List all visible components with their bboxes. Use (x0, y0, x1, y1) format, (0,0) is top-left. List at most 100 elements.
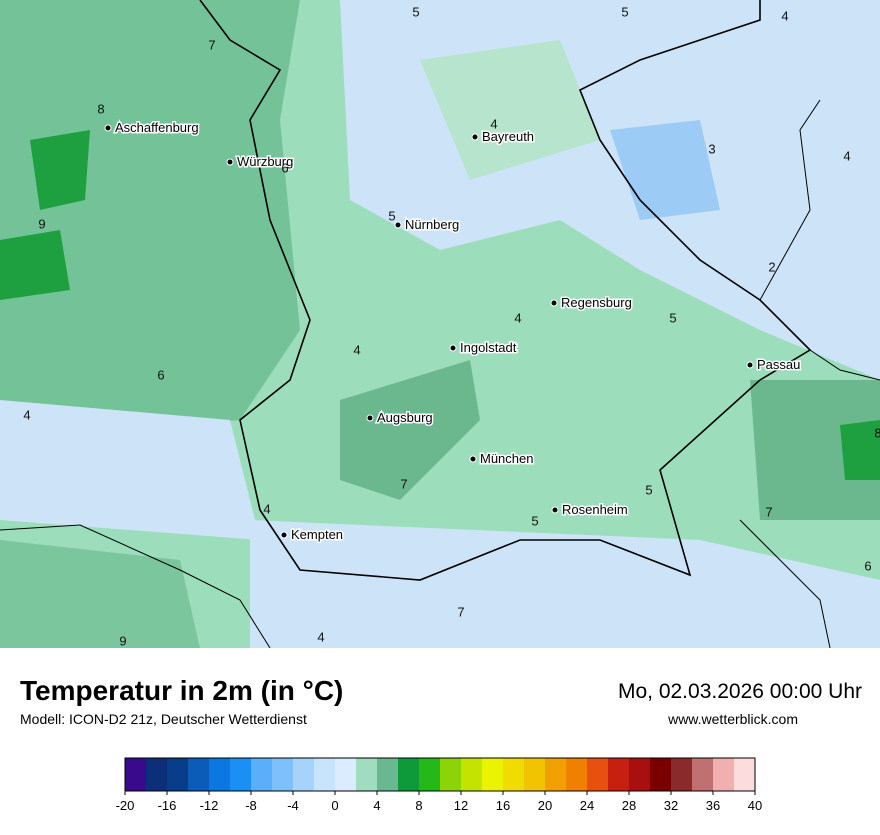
legend-swatch (251, 758, 273, 791)
legend-swatch (188, 758, 210, 791)
legend-tick-label: -20 (116, 798, 135, 813)
legend-tick-label: -4 (287, 798, 299, 813)
legend-swatch (398, 758, 420, 791)
legend-swatch (587, 758, 609, 791)
legend-swatch (650, 758, 672, 791)
temperature-label: 9 (38, 216, 45, 231)
city-dot (394, 221, 402, 229)
legend-swatch (566, 758, 588, 791)
city-name: Rosenheim (562, 502, 628, 517)
legend-swatch (230, 758, 252, 791)
legend-swatch (713, 758, 735, 791)
legend-swatch (503, 758, 525, 791)
temperature-label: 4 (263, 501, 270, 516)
city-dot (469, 455, 477, 463)
temperature-label: 5 (388, 208, 395, 223)
legend-tick-label: 24 (580, 798, 594, 813)
legend-swatch (671, 758, 693, 791)
warm-area (750, 380, 880, 520)
legend-swatch (629, 758, 651, 791)
legend-tick-label: -16 (158, 798, 177, 813)
temperature-label: 4 (514, 310, 521, 325)
legend-swatch (167, 758, 189, 791)
temperature-label: 8 (874, 425, 880, 440)
temperature-label: 9 (119, 633, 126, 648)
legend-swatch (314, 758, 336, 791)
temperature-label: 4 (317, 629, 324, 644)
temperature-label: 7 (208, 37, 215, 52)
city-dot (551, 506, 559, 514)
legend-swatch (524, 758, 546, 791)
temperature-label: 4 (490, 116, 497, 131)
website: www.wetterblick.com (667, 711, 798, 727)
legend-swatch (692, 758, 714, 791)
legend-tick-label: -8 (245, 798, 257, 813)
temperature-label: 5 (412, 4, 419, 19)
legend-tick-label: 20 (538, 798, 552, 813)
temperature-label: 6 (864, 558, 871, 573)
legend-swatch (125, 758, 147, 791)
temperature-label: 4 (843, 148, 850, 163)
temperature-label: 5 (621, 4, 628, 19)
city-dot (449, 344, 457, 352)
temperature-label: 7 (457, 604, 464, 619)
city-name: Regensburg (561, 295, 632, 310)
legend-tick-label: 12 (454, 798, 468, 813)
legend-tick-label: 8 (415, 798, 422, 813)
city-name: Passau (757, 357, 800, 372)
date: Mo, 02.03.2026 00:00 Uhr (618, 680, 862, 703)
temperature-label: 6 (281, 160, 288, 175)
legend-swatch (293, 758, 315, 791)
legend-tick-label: 28 (622, 798, 636, 813)
legend-swatch (209, 758, 231, 791)
cool-area (0, 400, 260, 540)
legend-swatch (608, 758, 630, 791)
city-name: München (480, 451, 533, 466)
temperature-label: 4 (781, 8, 788, 23)
warm-area (840, 420, 880, 480)
city-dot (471, 133, 479, 141)
warm-area (340, 360, 480, 500)
legend-swatch (377, 758, 399, 791)
legend-swatch (482, 758, 504, 791)
legend-tick-label: -12 (200, 798, 219, 813)
legend-tick-label: 40 (748, 798, 762, 813)
city-name: Kempten (291, 527, 343, 542)
temperature-label: 7 (765, 504, 772, 519)
legend-tick-label: 0 (331, 798, 338, 813)
subtitle: Modell: ICON-D2 21z, Deutscher Wetterdie… (20, 711, 307, 727)
temperature-label: 5 (531, 513, 538, 528)
city-dot (226, 158, 234, 166)
legend-swatch (545, 758, 567, 791)
legend-swatch (419, 758, 441, 791)
temperature-label: 7 (400, 476, 407, 491)
map (0, 0, 880, 649)
temperature-label: 4 (23, 407, 30, 422)
warm-area (0, 540, 200, 648)
warm-area (0, 0, 300, 440)
temperature-label: 5 (645, 482, 652, 497)
border (0, 99, 880, 649)
legend-swatch (356, 758, 378, 791)
cities: Aschaffenburg Würzburg Bayreuth Nürnberg Reg… (104, 119, 802, 544)
legend-tick-label: 36 (706, 798, 720, 813)
city-name: Augsburg (377, 410, 433, 425)
legend-swatch (440, 758, 462, 791)
city-dot (550, 299, 558, 307)
legend-tick-label: 32 (664, 798, 678, 813)
border (199, 0, 812, 581)
city-dot (104, 124, 112, 132)
temperature-label: 6 (157, 367, 164, 382)
city-dot (746, 361, 754, 369)
legend-tick-label: 4 (373, 798, 380, 813)
title: Temperatur in 2m (in °C) (20, 675, 343, 706)
warm-area (0, 130, 90, 300)
city-name: Nürnberg (405, 217, 459, 232)
legend-swatch (335, 758, 357, 791)
legend-frame (124, 757, 756, 792)
city-dot (280, 531, 288, 539)
city-name: Würzburg (237, 154, 293, 169)
map-labels: 5 5 4 7 8 4 3 4 6 9 5 2 4 5 4 6 4 8 7 5 4 5 7 6 7 4 9 (23, 4, 880, 648)
